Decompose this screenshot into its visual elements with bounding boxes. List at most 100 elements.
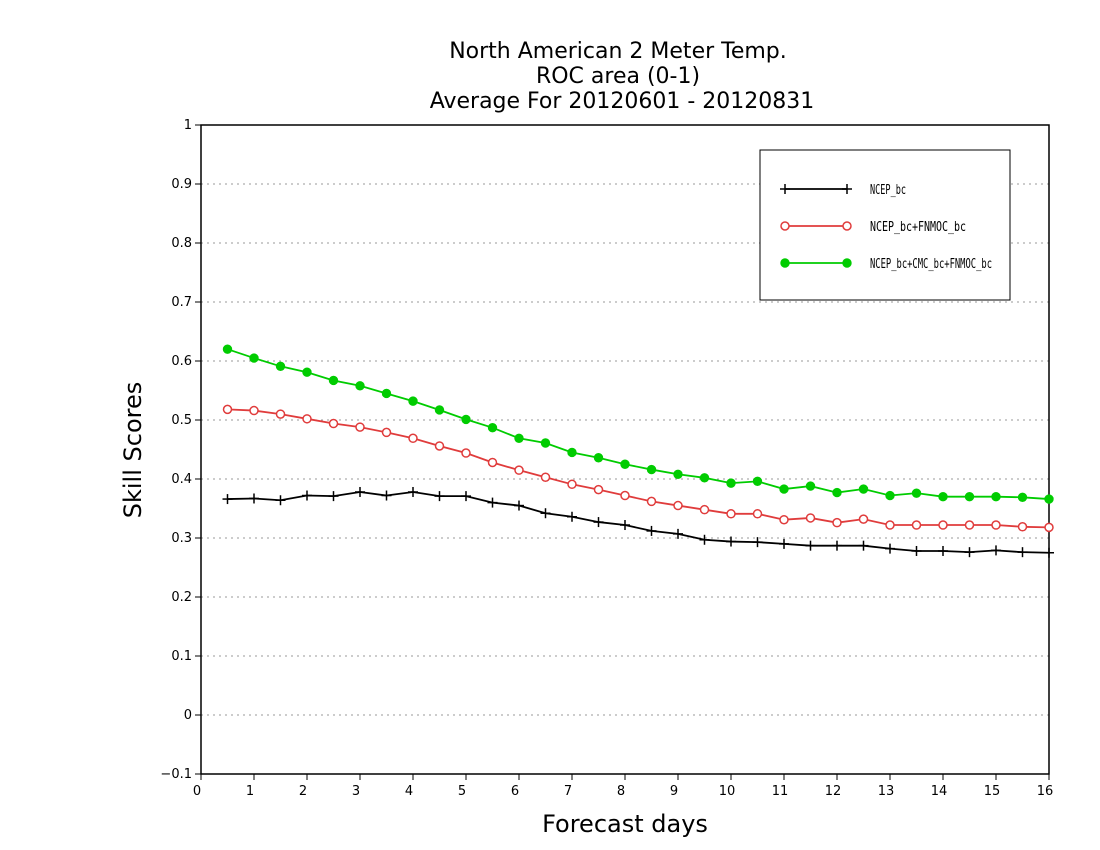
x-tick-label: 1 [246,784,254,799]
data-point [699,473,710,483]
legend-marker [842,258,852,268]
data-point [832,487,842,498]
data-point [593,484,604,495]
data-point [328,375,339,386]
data-point [222,404,233,415]
y-tick-label: 0.3 [171,531,192,546]
data-point [832,517,842,528]
data-point [699,504,710,515]
data-point [249,493,259,504]
data-point [938,520,948,530]
y-tick-label: 0.7 [171,295,192,310]
data-point [461,491,471,502]
data-point [752,509,763,519]
data-point [381,490,392,501]
legend-item-2: NCEP_bc+FNMOC_bc [780,220,966,235]
y-tick-label: 1 [184,118,192,133]
data-point [646,496,657,507]
data-point [964,547,975,558]
data-point [646,525,657,536]
data-point [779,538,789,549]
x-tick-label: 14 [931,784,948,799]
data-point [514,465,524,475]
data-point [646,464,657,475]
data-point [540,508,551,519]
x-tick-label: 3 [352,784,360,799]
data-point [885,490,895,501]
legend-marker [842,184,852,194]
legend: NCEP_bc NCEP_bc+FNMOC_bc NCEP_bc+CMC_bc+FN… [759,149,1011,301]
data-point [408,396,418,406]
series-line [227,491,1050,554]
x-tick-label: 12 [825,784,842,799]
x-tick-label: 11 [772,784,789,799]
data-point [434,491,445,502]
data-point [673,500,683,511]
series-1 [222,486,1054,558]
data-point [885,543,895,554]
data-point [328,418,339,429]
x-tick-label: 13 [878,784,895,799]
data-point [514,500,524,511]
data-point [805,513,816,523]
legend-label: NCEP_bc [870,183,906,198]
x-tick-label: 4 [405,784,413,799]
data-point [1044,494,1054,504]
data-point [461,414,471,425]
x-tick-label: 2 [299,784,307,799]
data-point [302,414,312,424]
y-tick-label: 0.9 [171,177,192,192]
data-point [911,545,922,556]
data-point [964,520,975,530]
data-point [752,537,763,548]
data-point [673,528,683,539]
data-point [249,353,259,363]
data-point [779,514,789,525]
data-point [567,479,577,490]
legend-marker [780,258,790,268]
x-tick-label: 0 [193,784,201,799]
legend-marker [842,221,852,231]
data-point [964,492,975,502]
data-point [381,427,392,438]
data-point [593,517,604,528]
data-point [885,520,895,530]
data-point [1044,547,1054,558]
legend-item-3: NCEP_bc+CMC_bc+FNMOC_bc [780,257,992,272]
y-tick-label: 0.4 [171,472,192,487]
x-tick-label: 10 [719,784,736,799]
data-point [222,344,233,354]
x-axis-label: Forecast days [542,810,708,838]
data-point [726,536,736,547]
data-point [991,492,1001,502]
data-point [381,388,392,399]
y-tick-label: 0.2 [171,590,192,605]
data-point [355,381,365,391]
legend-box [759,149,1011,301]
data-point [673,469,683,479]
x-tick-label: 5 [458,784,466,799]
data-point [779,484,789,494]
data-point [567,511,577,522]
x-tick-label: 16 [1037,784,1054,799]
data-point [487,457,498,468]
data-point [408,433,418,444]
data-point [805,540,816,551]
legend-item-1: NCEP_bc [780,183,906,198]
data-point [593,453,604,463]
series-line [227,408,1050,529]
data-point [328,491,339,502]
data-point [832,540,842,551]
data-point [991,545,1001,556]
x-tick-label: 9 [670,784,678,799]
series-line [227,348,1050,500]
chart-title: North American 2 Meter Temp. ROC area (0… [430,39,815,114]
data-point [805,481,816,491]
data-point [699,534,710,545]
legend-label: NCEP_bc+FNMOC_bc [870,220,966,235]
y-tick-label: 0.1 [171,649,192,664]
data-point [222,494,233,505]
data-point [540,472,551,482]
data-point [249,405,259,416]
data-point [434,405,445,415]
